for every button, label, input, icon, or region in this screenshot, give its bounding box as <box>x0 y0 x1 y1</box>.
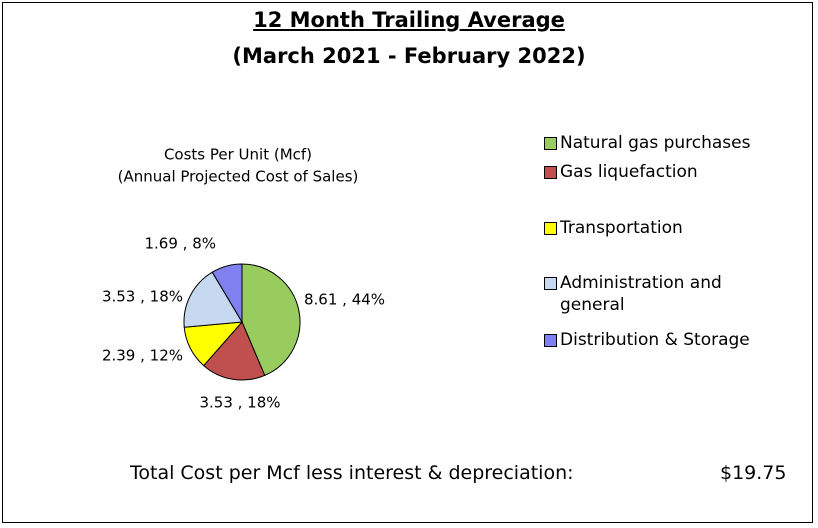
title: 12 Month Trailing Average <box>253 8 565 32</box>
legend-label: Distribution & Storage <box>560 330 750 350</box>
frame <box>2 2 813 523</box>
legend-swatch <box>544 277 557 290</box>
legend-item: Natural gas purchases <box>544 132 785 154</box>
data-label: 8.61 , 44% <box>304 291 385 309</box>
legend-swatch <box>544 222 557 235</box>
legend-item: Transportation <box>544 217 785 239</box>
legend-item: Gas liquefaction <box>544 161 785 183</box>
data-label: 3.53 , 18% <box>102 288 183 306</box>
legend-label: Natural gas purchases <box>560 133 751 153</box>
pie-slice <box>183 271 243 328</box>
chart-title: Costs Per Unit (Mcf) <box>164 146 312 164</box>
chart-title: (Annual Projected Cost of Sales) <box>118 168 359 186</box>
data-label: 2.39 , 12% <box>102 347 183 365</box>
legend-swatch <box>544 137 557 150</box>
pie-slice <box>211 263 243 324</box>
legend-swatch <box>544 334 557 347</box>
data-label: 3.53 , 18% <box>199 394 280 412</box>
legend-label: Gas liquefaction <box>560 162 698 182</box>
total-label: Total Cost per Mcf less interest & depre… <box>130 462 574 484</box>
legend-item: Administration and general <box>544 272 785 316</box>
subtitle: (March 2021 - February 2022) <box>232 44 586 68</box>
total-value: $19.75 <box>720 462 787 484</box>
data-label: 1.69 , 8% <box>145 235 217 253</box>
legend-item: Distribution & Storage <box>544 329 785 351</box>
legend-label: Administration and general <box>560 273 722 315</box>
legend-swatch <box>544 166 557 179</box>
legend-label: Transportation <box>560 218 683 238</box>
pie-slice <box>241 263 301 377</box>
pie-slice <box>203 321 266 381</box>
